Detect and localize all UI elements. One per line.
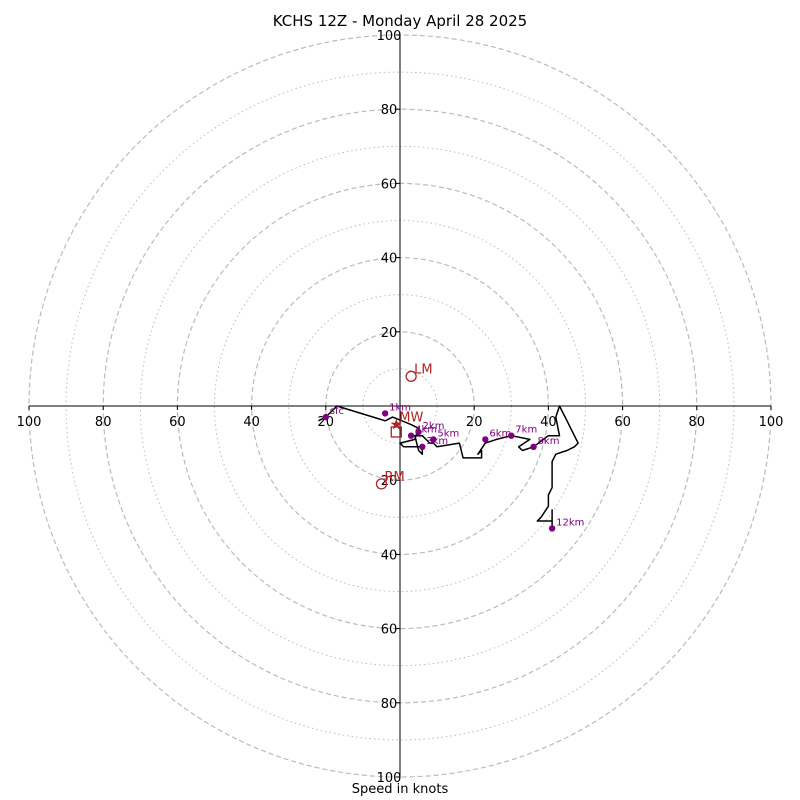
y-tick-label: 80 (381, 697, 398, 712)
y-tick-label: 40 (381, 252, 398, 267)
height-point-6km (482, 436, 489, 443)
lm-marker (405, 370, 417, 382)
y-tick-label: 40 (381, 548, 398, 563)
height-label-8km: 8km (538, 436, 560, 447)
mw-label: MW (399, 411, 423, 426)
x-tick-label: 20 (466, 415, 483, 430)
height-point-12km (548, 525, 556, 532)
x-tick-label: 80 (95, 415, 112, 430)
height-label-sfc: sfc (330, 406, 344, 417)
height-point-2km (415, 428, 422, 436)
height-label-6km: 6km (489, 428, 511, 439)
height-point-4km (407, 432, 415, 439)
tick-labels: 100 80 60 40 20 20 40 60 80 100100806040202040608… (17, 29, 784, 786)
height-point-1km (381, 410, 389, 417)
height-point-3km (419, 443, 426, 451)
height-label-12km: 12km (556, 517, 584, 528)
x-tick-label: 60 (614, 415, 631, 430)
rm-label: RM (384, 470, 404, 485)
height-label-4km: 4km (415, 425, 437, 436)
y-tick-label: 60 (381, 177, 398, 192)
y-tick-label: 20 (381, 326, 398, 341)
y-tick-label: 100 (377, 29, 402, 44)
wind-trace (318, 405, 579, 529)
height-label-7km: 7km (515, 425, 537, 436)
x-tick-label: 100 (17, 415, 42, 430)
height-label-1km: 1km (389, 402, 411, 413)
height-point-sfc (322, 413, 329, 421)
y-tick-label: 60 (381, 623, 398, 638)
axes (29, 35, 771, 777)
y-tick-label: 80 (381, 103, 398, 118)
chart-title: KCHS 12Z - Monday April 28 2025 (272, 12, 528, 30)
mean-wind-box-marker (390, 426, 402, 438)
height-label-2km: 2km (423, 421, 445, 432)
height-point-7km (508, 432, 515, 439)
x-tick-label: 80 (689, 415, 706, 430)
x-tick-label: 60 (169, 415, 186, 430)
x-tick-label: 100 (759, 415, 784, 430)
y-tick-label: 20 (381, 474, 398, 489)
height-point-5km (430, 436, 437, 443)
lm-label: LM (414, 362, 432, 377)
storm-motion-markers: LM RM MW (375, 362, 433, 490)
x-tick-label: 40 (540, 415, 557, 430)
x-axis-label: Speed in knots (351, 782, 449, 797)
height-label-3km: 3km (426, 436, 448, 447)
height-point-8km (530, 443, 537, 451)
height-label-5km: 5km (437, 428, 459, 439)
y-tick-label: 100 (377, 771, 402, 786)
x-tick-label: 40 (243, 415, 260, 430)
mw-marker (390, 418, 402, 430)
rm-marker (375, 478, 388, 490)
hodograph-line (318, 405, 579, 529)
